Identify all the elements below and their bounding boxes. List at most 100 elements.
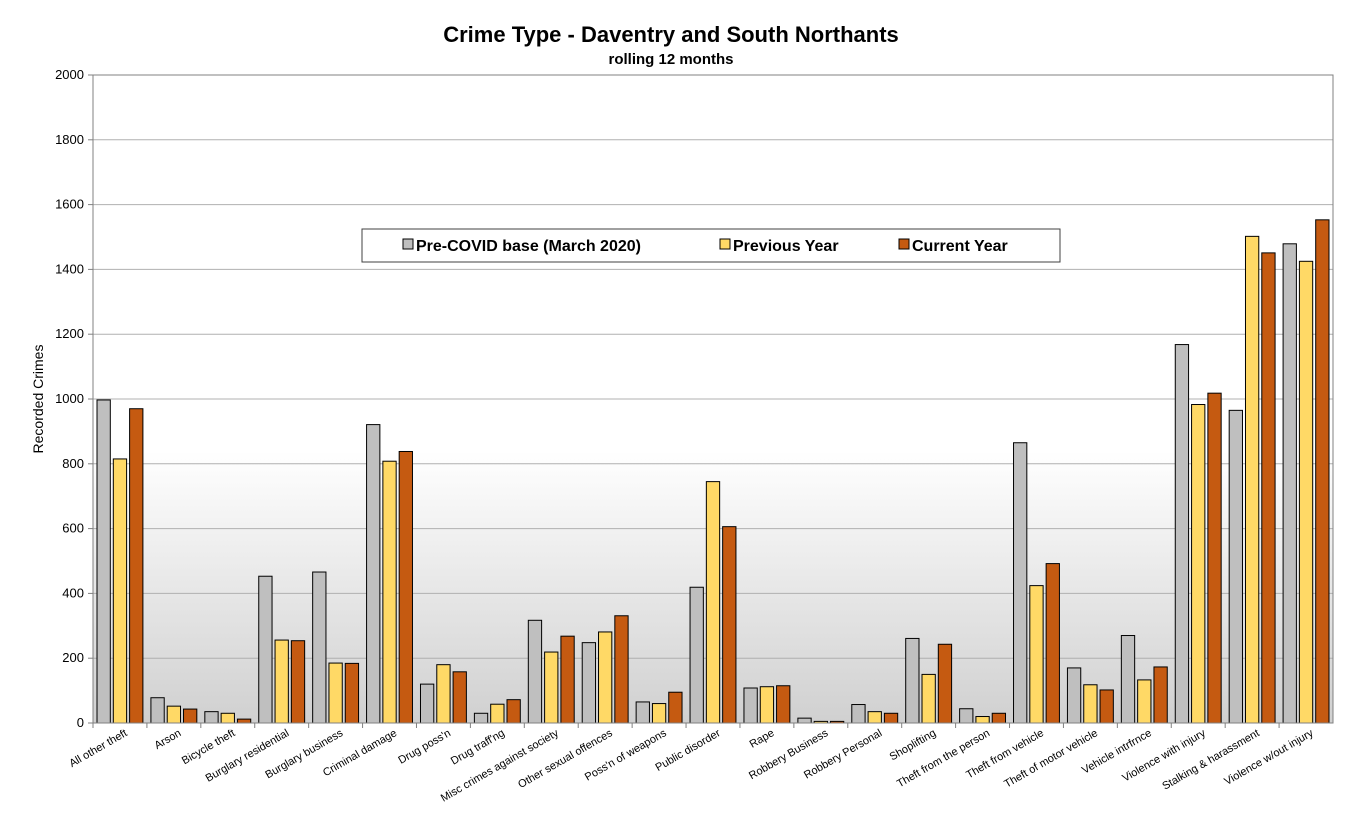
y-tick-label-1400: 1400 [55, 261, 84, 276]
bar-previous-year-vehicle-intrfrnce [1137, 679, 1152, 724]
x-tick-label-all-other-theft: All other theft [67, 727, 129, 770]
y-axis-ticks: 0 200 400 600 800 1000 1200 1400 1600 1800 2000 [55, 67, 93, 730]
bar-current-year-theft-from-the-person [991, 712, 1007, 724]
bar-current-year-bicycle-theft [236, 718, 252, 724]
bar-previous-year-stalking-harassment [1244, 235, 1260, 724]
bar-previous-year-poss-n-of-weapons [651, 703, 667, 724]
bar-pre-covid-base-march-2020-drug-traff-ng [473, 712, 489, 724]
legend-label-previous-year: Previous Year [733, 238, 839, 255]
bar-current-year-stalking-harassment [1261, 252, 1276, 724]
bar-pre-covid-base-march-2020-other-sexual-offences [581, 642, 597, 724]
y-axis-label: Recorded Crimes [30, 345, 46, 454]
legend-swatch-pre-covid [402, 238, 414, 250]
bar-current-year-burglary-business [344, 662, 360, 724]
bar-previous-year-rape [759, 686, 775, 724]
bar-previous-year-drug-poss-n [436, 664, 451, 724]
bar-current-year-misc-crimes-against-society [560, 635, 575, 724]
bar-previous-year-public-disorder [705, 481, 721, 724]
legend-swatch-current-year [898, 238, 910, 250]
legend-swatch-previous-year [719, 238, 731, 250]
y-tick-label-1000: 1000 [55, 391, 84, 406]
bar-pre-covid-base-march-2020-robbery-business [797, 717, 812, 724]
bar-current-year-arson [183, 708, 198, 724]
bar-pre-covid-base-march-2020-burglary-residential [258, 575, 273, 724]
y-tick-label-2000: 2000 [55, 67, 84, 82]
bar-previous-year-criminal-damage [382, 460, 397, 724]
legend-box [361, 228, 1061, 263]
legend-label-current-year: Current Year [912, 238, 1008, 255]
bar-pre-covid-base-march-2020-robbery-personal [851, 704, 866, 724]
x-tick-label-rape: Rape [748, 727, 777, 751]
x-tick-label-other-sexual-offences: Other sexual offences [516, 727, 615, 791]
bar-pre-covid-base-march-2020-violence-with-injury [1174, 344, 1190, 724]
bar-previous-year-robbery-personal [867, 711, 882, 724]
y-tick-label-600: 600 [62, 521, 84, 536]
bar-current-year-theft-of-motor-vehicle [1099, 689, 1114, 724]
bar-previous-year-arson [166, 705, 182, 724]
bar-current-year-drug-traff-ng [506, 699, 521, 724]
bar-current-year-violence-w-out-injury [1315, 219, 1330, 724]
bar-previous-year-burglary-residential [274, 639, 289, 724]
bar-current-year-burglary-residential [290, 640, 306, 724]
bar-pre-covid-base-march-2020-vehicle-intrfrnce [1120, 635, 1136, 724]
bar-pre-covid-base-march-2020-bicycle-theft [204, 711, 219, 724]
bar-pre-covid-base-march-2020-theft-from-the-person [959, 708, 974, 724]
bar-current-year-vehicle-intrfrnce [1153, 666, 1168, 724]
bar-pre-covid-base-march-2020-rape [743, 687, 758, 724]
bar-previous-year-theft-of-motor-vehicle [1083, 684, 1098, 724]
bar-current-year-theft-from-vehicle [1045, 563, 1060, 724]
bar-pre-covid-base-march-2020-misc-crimes-against-society [527, 619, 543, 724]
bar-previous-year-theft-from-the-person [975, 716, 990, 724]
chart-subtitle: rolling 12 months [608, 51, 733, 68]
x-tick-label-violence-w-out-injury: Violence w/out injury [1222, 727, 1316, 788]
x-tick-label-stalking-harassment: Stalking & harassment [1160, 727, 1261, 792]
legend: Pre-COVID base (March 2020) Previous Yea… [361, 228, 1061, 263]
y-tick-label-800: 800 [62, 456, 84, 471]
x-tick-label-theft-of-motor-vehicle: Theft of motor vehicle [1002, 727, 1100, 790]
bar-pre-covid-base-march-2020-all-other-theft [96, 399, 111, 724]
legend-label-pre-covid: Pre-COVID base (March 2020) [416, 238, 641, 255]
bar-pre-covid-base-march-2020-arson [150, 697, 165, 724]
bar-current-year-shoplifting [937, 643, 953, 724]
bar-previous-year-shoplifting [921, 673, 936, 724]
bar-pre-covid-base-march-2020-criminal-damage [366, 424, 381, 724]
y-tick-label-1200: 1200 [55, 326, 84, 341]
bar-pre-covid-base-march-2020-drug-poss-n [419, 683, 435, 724]
bar-previous-year-drug-traff-ng [490, 703, 505, 724]
bar-current-year-all-other-theft [129, 408, 144, 724]
bar-pre-covid-base-march-2020-theft-from-vehicle [1013, 442, 1028, 724]
bar-previous-year-violence-with-injury [1191, 404, 1206, 724]
bar-previous-year-burglary-business [328, 662, 343, 724]
y-tick-label-1800: 1800 [55, 132, 84, 147]
y-tick-label-1600: 1600 [55, 197, 84, 212]
bar-pre-covid-base-march-2020-burglary-business [312, 571, 327, 724]
bar-pre-covid-base-march-2020-stalking-harassment [1228, 409, 1243, 724]
bar-pre-covid-base-march-2020-shoplifting [905, 637, 920, 724]
bar-previous-year-misc-crimes-against-society [544, 651, 559, 724]
bar-pre-covid-base-march-2020-theft-of-motor-vehicle [1066, 667, 1082, 724]
bar-current-year-other-sexual-offences [614, 615, 629, 724]
bar-previous-year-bicycle-theft [220, 712, 235, 724]
bar-previous-year-other-sexual-offences [598, 631, 613, 724]
bar-pre-covid-base-march-2020-poss-n-of-weapons [635, 701, 650, 724]
x-tick-label-shoplifting: Shoplifting [888, 727, 938, 763]
bar-current-year-poss-n-of-weapons [668, 691, 683, 724]
x-tick-label-arson: Arson [152, 727, 183, 752]
x-tick-label-theft-from-the-person: Theft from the person [895, 727, 992, 790]
chart-title: Crime Type - Daventry and South Northant… [443, 22, 899, 47]
bar-current-year-drug-poss-n [452, 671, 467, 724]
y-tick-label-400: 400 [62, 585, 84, 600]
bar-previous-year-theft-from-vehicle [1029, 585, 1044, 724]
bar-pre-covid-base-march-2020-public-disorder [689, 586, 704, 724]
bar-pre-covid-base-march-2020-violence-w-out-injury [1282, 243, 1297, 724]
bar-current-year-violence-with-injury [1207, 392, 1222, 724]
y-tick-label-0: 0 [77, 715, 84, 730]
bar-current-year-criminal-damage [398, 450, 413, 724]
y-tick-label-200: 200 [62, 650, 84, 665]
bar-previous-year-all-other-theft [112, 458, 128, 724]
x-tick-label-drug-poss-n: Drug poss'n [396, 727, 453, 767]
bar-previous-year-violence-w-out-injury [1298, 260, 1314, 724]
